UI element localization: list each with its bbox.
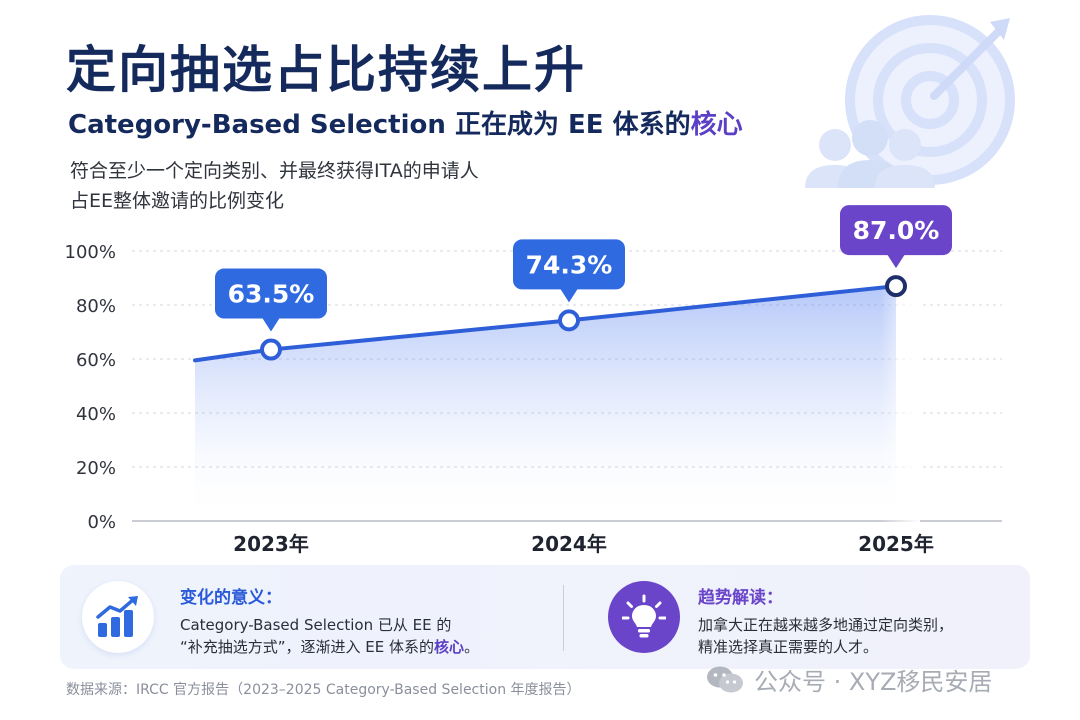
data-label: 74.3% (513, 239, 625, 303)
growth-chart-icon (82, 581, 154, 653)
trend-line-2: 精准选择真正需要的人才。 (698, 638, 879, 656)
data-source: 数据来源：IRCC 官方报告（2023–2025 Category-Based … (66, 682, 581, 698)
target-people-icon (805, 15, 1015, 188)
meaning-line-2: “补充抽选方式”，逐渐进入 EE 体系的核心。 (180, 636, 479, 658)
series-line (193, 284, 898, 363)
y-tick-label: 0% (87, 512, 116, 533)
y-axis-ticks: 0% 20% 40% 60% 80% 100% (65, 242, 116, 533)
trend-heading: 趋势解读： (698, 588, 783, 608)
page-title: 定向抽选占比持续上升 (66, 41, 586, 99)
subtitle-lead: Category-Based Selection 正在成为 EE 体系的 (68, 110, 691, 140)
insight-panel: 变化的意义： Category-Based Selection 已从 EE 的 … (60, 565, 1030, 669)
x-tick-label: 2025年 (858, 532, 934, 556)
page-subtitle: Category-Based Selection 正在成为 EE 体系的核心 (68, 104, 743, 141)
x-tick-label: 2023年 (233, 532, 309, 556)
y-tick-label: 100% (65, 242, 116, 263)
description-line-1: 符合至少一个定向类别、并最终获得ITA的申请人 (70, 160, 479, 182)
watermark-text: 公众号 · XYZ移民安居 (754, 668, 993, 696)
y-tick-label: 60% (76, 350, 116, 371)
y-tick-label: 20% (76, 458, 116, 479)
watermark: 公众号 · XYZ移民安居 (706, 662, 992, 697)
meaning-heading: 变化的意义： (180, 588, 282, 608)
y-tick-label: 80% (76, 296, 116, 317)
meaning-line-2-accent: 核心 (434, 638, 465, 656)
data-label-text: 87.0% (853, 216, 940, 245)
x-tick-label: 2024年 (531, 532, 607, 556)
data-point (558, 309, 580, 332)
meaning-line-1: Category-Based Selection 已从 EE 的 (180, 616, 452, 634)
x-axis-ticks: 2023年 2024年 2025年 (233, 532, 934, 556)
data-labels: 63.5% 74.3% 87.0% (215, 205, 952, 332)
panel-divider (563, 585, 564, 651)
wechat-icon (707, 666, 743, 692)
data-label: 87.0% (840, 205, 952, 269)
data-label-text: 74.3% (526, 250, 613, 279)
data-point (260, 338, 282, 361)
meaning-line-2-lead: “补充抽选方式”，逐渐进入 EE 体系的 (180, 638, 435, 656)
data-label-text: 63.5% (228, 280, 315, 309)
data-points (260, 275, 907, 361)
area-fill (195, 286, 896, 521)
chart-description: 符合至少一个定向类别、并最终获得ITA的申请人 占EE整体邀请的比例变化 (70, 156, 479, 216)
meaning-block: 变化的意义： Category-Based Selection 已从 EE 的 … (180, 583, 479, 658)
data-label: 63.5% (215, 268, 327, 332)
meaning-line-2-tail: 。 (464, 638, 480, 656)
chart: 0% 20% 40% 60% 80% 100% 63.5% 74.3% 87.0% 2023年… (65, 15, 1015, 556)
trend-line-1: 加拿大正在越来越多地通过定向类别， (698, 616, 954, 634)
y-tick-label: 40% (76, 404, 116, 425)
lightbulb-icon (608, 581, 680, 653)
data-point (885, 275, 907, 298)
subtitle-accent: 核心 (690, 110, 743, 140)
trend-block: 趋势解读： 加拿大正在越来越多地通过定向类别， 精准选择真正需要的人才。 (698, 583, 953, 658)
description-line-2: 占EE整体邀请的比例变化 (70, 190, 285, 212)
